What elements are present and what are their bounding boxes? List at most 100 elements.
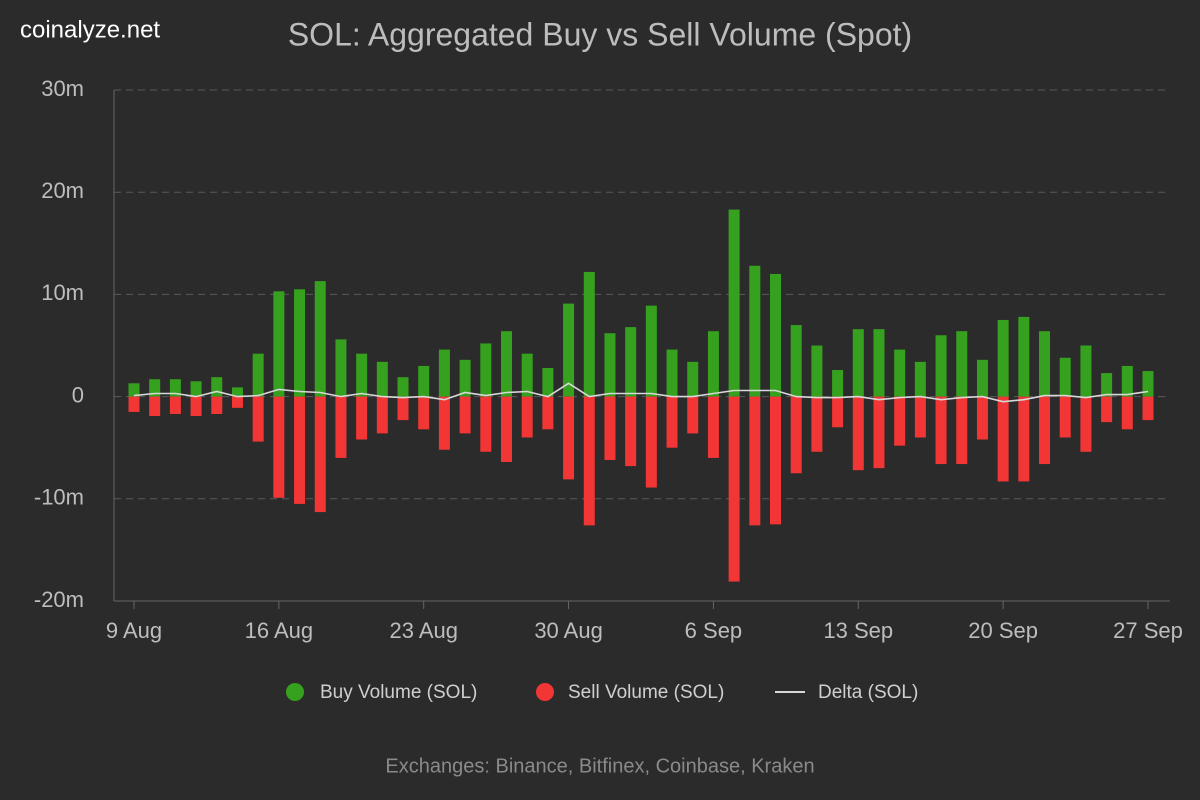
- bar: [687, 396, 699, 434]
- bar: [335, 339, 347, 397]
- bar: [542, 367, 554, 397]
- bar: [894, 396, 906, 446]
- bar: [976, 359, 988, 397]
- legend-symbol: [286, 683, 304, 701]
- bar: [583, 271, 595, 397]
- bar: [749, 396, 761, 526]
- bar: [956, 396, 968, 465]
- bar: [811, 345, 823, 397]
- bar: [687, 361, 699, 397]
- bar: [252, 396, 264, 442]
- bar: [231, 396, 243, 408]
- bar: [666, 396, 678, 448]
- bar: [542, 396, 554, 430]
- bar: [335, 396, 347, 458]
- legend-label: Delta (SOL): [818, 682, 918, 703]
- bar: [294, 289, 306, 397]
- bar: [1101, 396, 1113, 423]
- legend-symbol: [536, 683, 554, 701]
- bar: [521, 353, 533, 397]
- y-tick-label: 10m: [41, 280, 84, 305]
- bar: [169, 396, 181, 414]
- bar: [1080, 396, 1092, 452]
- bar: [480, 343, 492, 397]
- bar: [976, 396, 988, 440]
- x-tick-label: 13 Sep: [823, 618, 893, 643]
- bar: [211, 396, 223, 414]
- bar: [770, 396, 782, 525]
- bar: [273, 396, 285, 498]
- bar: [376, 396, 388, 434]
- bar: [1039, 331, 1051, 397]
- y-tick-label: -10m: [34, 485, 84, 510]
- bar: [418, 365, 430, 397]
- bar: [852, 396, 864, 471]
- bar: [438, 349, 450, 397]
- bar: [563, 303, 575, 397]
- bar: [625, 327, 637, 397]
- bar: [790, 396, 802, 474]
- line: [133, 382, 1149, 403]
- bar: [294, 396, 306, 504]
- bar: [376, 361, 388, 397]
- bar: [583, 396, 595, 526]
- bar: [894, 349, 906, 397]
- bar: [914, 361, 926, 397]
- bar: [625, 396, 637, 467]
- caption: Exchanges: Binance, Bitfinex, Coinbase, …: [385, 755, 814, 777]
- bar: [418, 396, 430, 430]
- bar: [500, 331, 512, 397]
- bar: [356, 396, 368, 440]
- bar: [832, 396, 844, 428]
- legend-label: Buy Volume (SOL): [320, 682, 477, 703]
- bar: [1039, 396, 1051, 465]
- x-tick-label: 23 Aug: [389, 618, 458, 643]
- x-tick-label: 20 Sep: [968, 618, 1038, 643]
- bar: [1121, 396, 1133, 430]
- bar: [997, 396, 1009, 482]
- bar: [914, 396, 926, 438]
- bar: [873, 396, 885, 469]
- bar: [1121, 365, 1133, 397]
- bar: [1142, 371, 1154, 397]
- y-tick-label: 20m: [41, 178, 84, 203]
- bar: [438, 396, 450, 450]
- bar: [956, 331, 968, 397]
- bar: [935, 396, 947, 465]
- bar: [790, 325, 802, 397]
- bar: [397, 377, 409, 397]
- bar: [190, 381, 202, 397]
- bar: [521, 396, 533, 438]
- bar: [997, 319, 1009, 397]
- bar: [149, 396, 161, 417]
- bar: [604, 333, 616, 397]
- bar: [1059, 396, 1071, 438]
- bar: [1018, 316, 1030, 397]
- bar: [480, 396, 492, 452]
- bar: [873, 329, 885, 397]
- bar: [314, 281, 326, 397]
- bar: [604, 396, 616, 460]
- bar: [459, 359, 471, 397]
- bar: [770, 273, 782, 397]
- bar: [811, 396, 823, 452]
- bar: [231, 387, 243, 397]
- bar: [832, 370, 844, 397]
- bar: [356, 353, 368, 397]
- y-tick-label: 30m: [41, 76, 84, 101]
- bar: [190, 396, 202, 417]
- bar: [314, 396, 326, 513]
- bar: [273, 291, 285, 397]
- bar: [1142, 396, 1154, 421]
- bar: [1101, 373, 1113, 397]
- x-tick-label: 9 Aug: [106, 618, 162, 643]
- bar: [459, 396, 471, 434]
- bar: [645, 396, 657, 488]
- brand: coinalyze.net: [20, 16, 160, 43]
- bar: [749, 265, 761, 397]
- bar: [645, 305, 657, 397]
- bar: [666, 349, 678, 397]
- bar: [1059, 357, 1071, 397]
- bar: [397, 396, 409, 421]
